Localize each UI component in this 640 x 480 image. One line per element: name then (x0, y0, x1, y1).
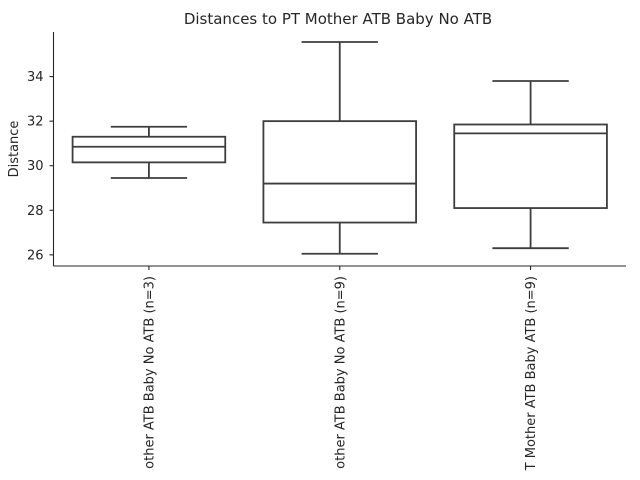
y-tick-label: 34 (27, 70, 44, 85)
x-tick-label: other ATB Baby No ATB (n=3) (142, 276, 157, 469)
y-tick-label: 32 (27, 115, 44, 130)
y-tick-label: 28 (27, 204, 44, 219)
box-group (453, 80, 608, 250)
box-iqr (453, 123, 608, 209)
box-iqr (71, 135, 227, 164)
box-group (262, 41, 417, 255)
box-group (71, 125, 227, 179)
y-axis-title: Distance (7, 121, 22, 178)
x-tick-label: T Mother ATB Baby ATB (n=9) (524, 276, 539, 471)
y-ticks: 26 28 30 32 34 (27, 70, 54, 263)
x-tick-labels: other ATB Baby No ATB (n=3) other ATB Bab… (142, 266, 539, 471)
x-tick-label: other ATB Baby No ATB (n=9) (333, 276, 348, 469)
box-iqr (262, 120, 417, 224)
y-tick-label: 30 (27, 159, 44, 174)
boxes (71, 41, 608, 255)
chart-title: Distances to PT Mother ATB Baby No ATB (184, 10, 492, 28)
y-tick-label: 26 (27, 248, 44, 263)
